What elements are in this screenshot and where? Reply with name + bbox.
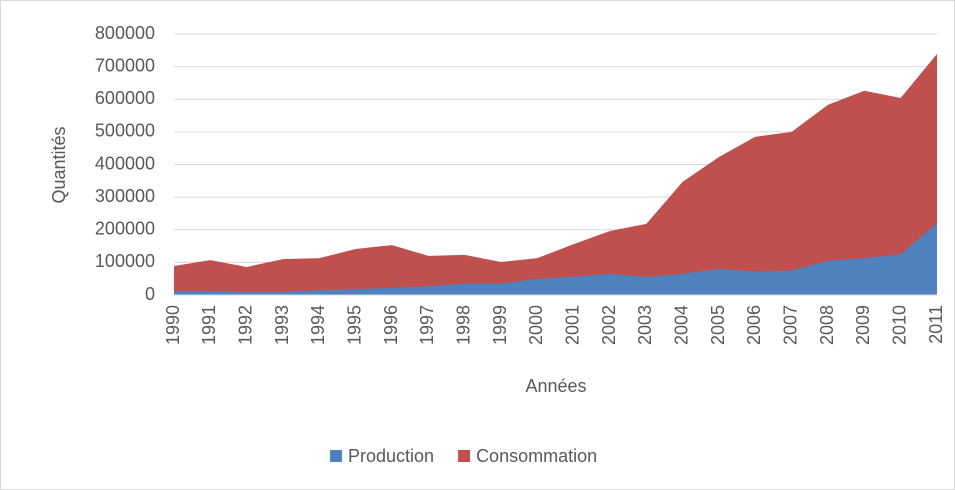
y-tick-label: 800000: [95, 23, 155, 43]
x-tick-label: 1993: [272, 305, 292, 345]
x-tick-label: 2009: [853, 305, 873, 345]
x-tick-label: 2007: [780, 305, 800, 345]
x-tick-label: 2002: [599, 305, 619, 345]
x-tick-label: 2000: [526, 305, 546, 345]
legend-label: Production: [348, 446, 434, 466]
x-tick-label: 2008: [817, 305, 837, 345]
y-tick-label: 500000: [95, 121, 155, 141]
x-tick-label: 2003: [635, 305, 655, 345]
y-tick-label: 600000: [95, 88, 155, 108]
x-tick-label: 2006: [744, 305, 764, 345]
area: [174, 53, 937, 296]
legend-swatch: [458, 450, 471, 462]
x-tick-label: 1996: [381, 305, 401, 345]
x-tick-label: 1991: [199, 305, 219, 345]
y-tick-label: 200000: [95, 219, 155, 239]
x-axis-label: Années: [525, 376, 586, 396]
area: [174, 223, 937, 295]
x-tick-label: 1997: [417, 305, 437, 345]
x-tick-label: 1994: [308, 305, 328, 345]
x-tick-label: 2011: [926, 305, 946, 344]
x-tick-label: 2001: [562, 305, 582, 345]
x-tick-label: 1992: [235, 305, 255, 345]
x-tick-label: 2010: [889, 305, 909, 345]
x-tick-label: 1998: [453, 305, 473, 345]
y-tick-label: 0: [145, 284, 155, 304]
y-tick-label: 300000: [95, 186, 155, 206]
y-tick-label: 400000: [95, 153, 155, 173]
legend-swatch: [330, 450, 342, 462]
y-tick-label: 700000: [95, 55, 155, 75]
x-tick-label: 1990: [163, 305, 183, 345]
x-tick-label: 1999: [490, 305, 510, 345]
x-tick-label: 2004: [671, 305, 691, 345]
x-tick-label: 1995: [344, 305, 364, 345]
y-tick-label: 100000: [95, 251, 155, 271]
x-tick-label: 2005: [708, 305, 728, 345]
legend-label: Consommation: [476, 446, 597, 466]
y-axis-label: Quantités: [49, 126, 69, 203]
